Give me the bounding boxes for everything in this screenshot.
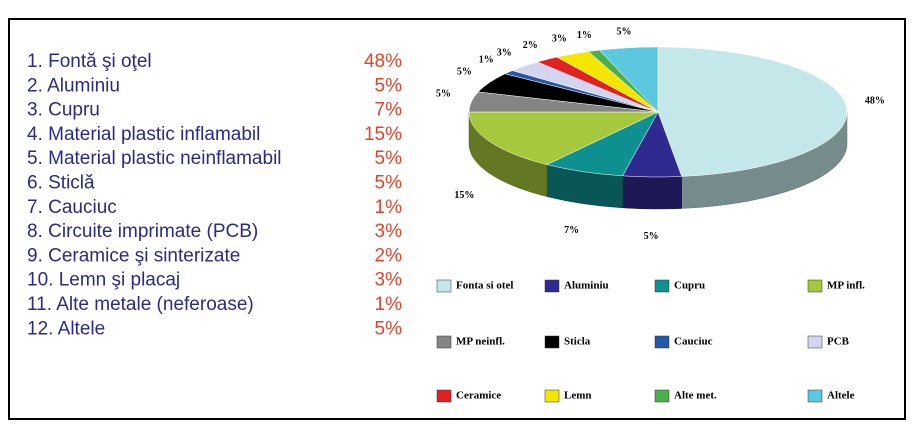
list-item: 8. Circuite imprimate (PCB) [27,221,258,242]
legend-label: Cauciuc [674,336,713,348]
frame [8,18,906,420]
data-label: 1% [479,54,494,65]
list-percent: 48% [364,51,402,72]
pie-chart: 48%5%7%15%5%5%1%3%2%3% 1% 5% [436,26,885,242]
legend-swatch [807,389,823,403]
list-item: 12. Altele [27,318,105,339]
legend-swatch [544,389,560,403]
legend-swatch [654,389,670,403]
data-label: 3% [552,34,567,45]
data-label: 5% [457,66,472,77]
list-percent: 15% [364,124,402,145]
legend-swatch [436,389,452,403]
data-label: 7% [564,225,579,236]
list-percent: 3% [375,270,403,291]
legend: Fonta si otel Aluminiu Cupru MP infl. MP nei… [436,279,865,403]
list-item: 7. Cauciuc [27,197,117,218]
legend-label: MP neinfl. [456,336,505,348]
list-item: 5. Material plastic neinflamabil [27,148,282,169]
list-percent: 5% [375,173,403,194]
legend-swatch [544,335,560,349]
legend-label: Sticla [564,336,591,348]
data-label: 2% [523,40,538,51]
legend-label: Ceramice [456,390,501,402]
legend-swatch [654,279,670,293]
list-item: 2. Aluminiu [27,75,120,96]
list-percent: 5% [375,148,403,169]
list-percent: 1% [375,197,403,218]
list-percent: 3% [375,221,403,242]
slice [468,111,659,165]
legend-label: MP infl. [827,280,865,292]
data-label: 1% [577,30,592,41]
legend-swatch [436,335,452,349]
legend-label: Altele [827,390,855,402]
data-label: 48% [865,96,885,107]
list-item: 1. Fontă şi oţel [27,51,152,72]
list-percent: 5% [375,318,403,339]
data-label: 5% [436,89,451,100]
legend-label: Alte met. [674,390,717,402]
list-percent: 1% [375,294,403,315]
slice [657,46,848,177]
list-percent: 5% [375,75,403,96]
legend-swatch [807,279,823,293]
legend-swatch [436,279,452,293]
data-label: 15% [454,190,474,201]
legend-swatch [807,335,823,349]
material-list: 1. Fontă şi oţel 48% 2. Aluminiu 5% 3. Cupru… [27,51,402,339]
data-label: 5% [644,231,659,242]
legend-label: Fonta si otel [456,280,513,292]
legend-swatch [654,335,670,349]
list-item: 10. Lemn şi placaj [27,270,180,291]
legend-label: PCB [827,336,850,348]
list-item: 9. Ceramice şi sinterizate [27,245,240,266]
legend-swatch [544,279,560,293]
slice [599,46,659,113]
list-item: 11. Alte metale (neferoase) [27,294,254,315]
list-percent: 7% [375,100,403,121]
list-item: 6. Sticlă [27,173,95,194]
legend-label: Cupru [674,280,705,292]
list-item: 4. Material plastic inflamabil [27,124,260,145]
list-item: 3. Cupru [27,100,100,121]
list-percent: 2% [375,245,403,266]
legend-label: Lemn [564,390,592,402]
data-label: 3% [497,47,512,58]
data-label: 5% [616,26,631,37]
slice-side [622,175,682,210]
legend-label: Aluminiu [564,280,609,292]
